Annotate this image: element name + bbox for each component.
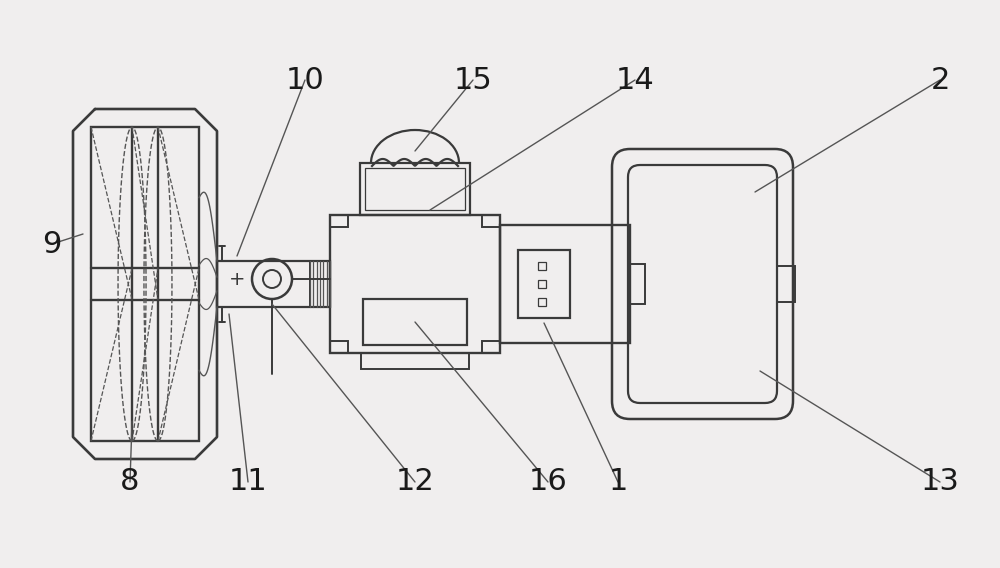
Bar (330, 341, 348, 353)
Text: 11: 11 (229, 467, 267, 496)
Bar (500, 225, 630, 343)
Bar (217, 261, 330, 307)
Bar (482, 341, 500, 353)
Bar (361, 353, 469, 369)
Bar (538, 262, 546, 270)
Bar (538, 298, 546, 306)
Bar (363, 299, 467, 345)
Bar (482, 215, 500, 227)
Text: 2: 2 (930, 65, 950, 94)
Text: 1: 1 (608, 467, 628, 496)
Bar (330, 215, 500, 353)
Text: 8: 8 (120, 467, 140, 496)
Bar (538, 280, 546, 288)
Text: +: + (229, 269, 245, 289)
Text: 16: 16 (529, 467, 567, 496)
Bar (518, 250, 570, 318)
Bar (365, 168, 465, 210)
Text: 10: 10 (286, 65, 324, 94)
Bar (310, 261, 330, 307)
Text: 15: 15 (454, 65, 492, 94)
Bar (91, 127, 199, 441)
Bar (360, 163, 470, 215)
Bar (630, 264, 645, 304)
Bar (330, 215, 348, 227)
Text: 13: 13 (921, 467, 959, 496)
Text: 12: 12 (396, 467, 434, 496)
Text: 9: 9 (42, 229, 62, 258)
Bar (777, 266, 795, 302)
Text: 14: 14 (616, 65, 654, 94)
